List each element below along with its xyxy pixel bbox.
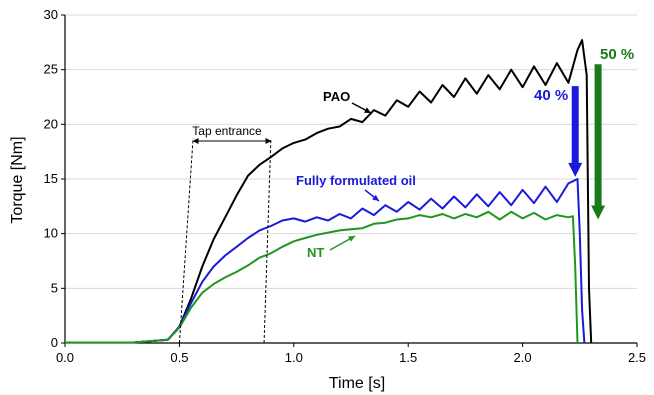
axes	[61, 14, 638, 347]
x-tick-label-1.0: 1.0	[285, 350, 303, 365]
tick-labels: 0 5 10 15 20 25 30 0.0 0.5 1.0 1.5 2.0 2.5	[44, 7, 647, 365]
x-tick-label-2.5: 2.5	[628, 350, 646, 365]
series-line-pao	[65, 39, 593, 344]
reduction-50-arrow	[591, 64, 606, 220]
series-line-fully-formulated-oil	[65, 178, 586, 344]
pao-label: PAO	[323, 89, 350, 104]
x-tick-label-2.0: 2.0	[514, 350, 532, 365]
x-tick-label-0.0: 0.0	[56, 350, 74, 365]
y-tick-label-0: 0	[51, 335, 58, 350]
x-tick-label-1.5: 1.5	[399, 350, 417, 365]
y-tick-label-10: 10	[44, 226, 58, 241]
reduction-50-label: 50 %	[600, 46, 634, 63]
annotations	[178, 64, 606, 344]
y-tick-label-20: 20	[44, 116, 58, 131]
x-tick-label-0.5: 0.5	[170, 350, 188, 365]
grid-lines	[65, 14, 637, 289]
y-axis-title: Torque [Nm]	[9, 136, 26, 223]
y-tick-label-25: 25	[44, 62, 58, 77]
x-axis-title: Time [s]	[329, 375, 385, 392]
nt-label: NT	[307, 245, 324, 260]
y-tick-label-15: 15	[44, 171, 58, 186]
ffo-pointer-head	[372, 194, 379, 201]
series-line-nt	[65, 210, 579, 344]
data-series	[65, 39, 593, 344]
tap-entrance-label: Tap entrance	[192, 124, 262, 138]
tap-entrance-line-start	[178, 137, 194, 344]
tap-entrance-line-end	[263, 137, 272, 344]
reduction-40-label: 40 %	[534, 87, 568, 104]
ffo-label: Fully formulated oil	[296, 173, 416, 188]
y-tick-label-5: 5	[51, 280, 58, 295]
nt-pointer-head	[348, 236, 355, 242]
y-tick-label-30: 30	[44, 7, 58, 22]
pao-pointer-head	[364, 107, 371, 113]
reduction-40-arrow	[568, 86, 583, 177]
